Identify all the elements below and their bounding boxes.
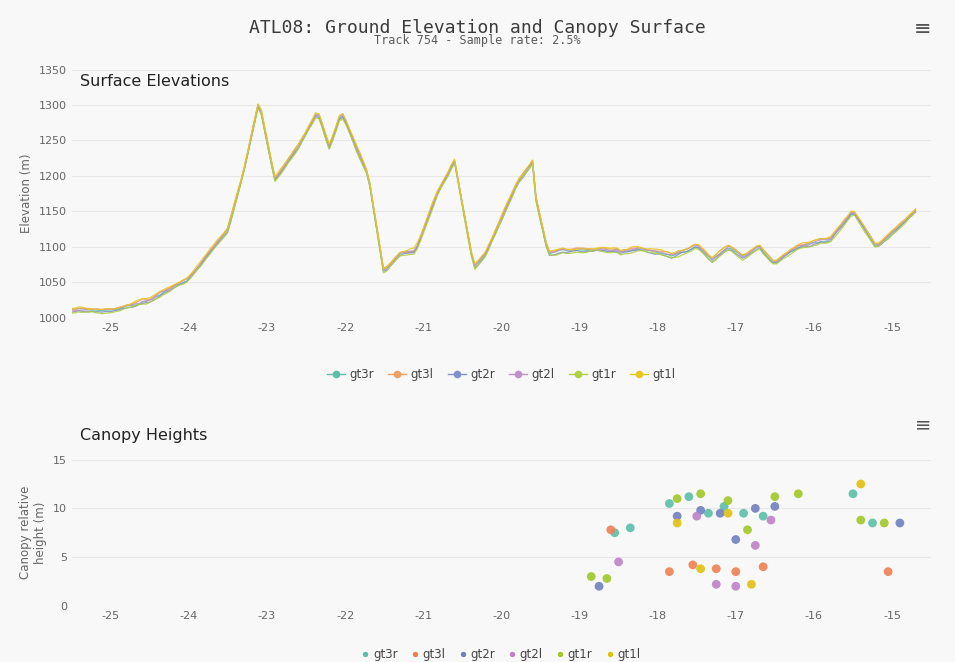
Point — [693, 563, 709, 574]
Y-axis label: Elevation (m): Elevation (m) — [20, 154, 33, 234]
Point — [892, 518, 907, 528]
Point — [755, 511, 771, 522]
Point — [701, 508, 716, 518]
Point — [623, 522, 638, 533]
Point — [744, 579, 759, 590]
Text: ≡: ≡ — [915, 416, 931, 435]
Text: Surface Elevations: Surface Elevations — [80, 75, 229, 89]
Point — [791, 489, 806, 499]
Point — [685, 559, 700, 570]
Point — [763, 515, 778, 526]
Point — [591, 581, 606, 592]
Point — [720, 508, 735, 518]
Point — [604, 524, 619, 535]
Point — [845, 489, 860, 499]
Point — [853, 515, 868, 526]
Point — [690, 511, 705, 522]
Text: Track 754 - Sample rate: 2.5%: Track 754 - Sample rate: 2.5% — [374, 34, 581, 48]
Point — [662, 567, 677, 577]
Point — [728, 534, 743, 545]
Point — [767, 491, 782, 502]
Point — [740, 524, 755, 535]
Point — [767, 501, 782, 512]
Point — [736, 508, 752, 518]
Point — [728, 581, 743, 592]
Point — [599, 573, 614, 584]
Point — [712, 508, 728, 518]
Legend: gt3r, gt3l, gt2r, gt2l, gt1r, gt1l: gt3r, gt3l, gt2r, gt2l, gt1r, gt1l — [358, 643, 645, 662]
Text: ≡: ≡ — [914, 19, 931, 38]
Legend: gt3r, gt3l, gt2r, gt2l, gt1r, gt1l: gt3r, gt3l, gt2r, gt2l, gt1r, gt1l — [322, 363, 681, 386]
Point — [877, 518, 892, 528]
Point — [748, 503, 763, 514]
Point — [662, 498, 677, 509]
Point — [709, 579, 724, 590]
Text: Canopy Heights: Canopy Heights — [80, 428, 207, 443]
Point — [607, 528, 623, 538]
Point — [693, 505, 709, 516]
Point — [669, 511, 685, 522]
Point — [709, 563, 724, 574]
Point — [611, 557, 626, 567]
Point — [853, 479, 868, 489]
Point — [716, 501, 732, 512]
Point — [669, 518, 685, 528]
Point — [748, 540, 763, 551]
Text: ATL08: Ground Elevation and Canopy Surface: ATL08: Ground Elevation and Canopy Surfa… — [249, 19, 706, 36]
Point — [881, 567, 896, 577]
Point — [755, 561, 771, 572]
Point — [728, 567, 743, 577]
Point — [865, 518, 881, 528]
Point — [584, 571, 599, 582]
Point — [693, 489, 709, 499]
Y-axis label: Canopy relative
height (m): Canopy relative height (m) — [19, 486, 47, 579]
Point — [720, 495, 735, 506]
Point — [681, 491, 696, 502]
Point — [669, 493, 685, 504]
